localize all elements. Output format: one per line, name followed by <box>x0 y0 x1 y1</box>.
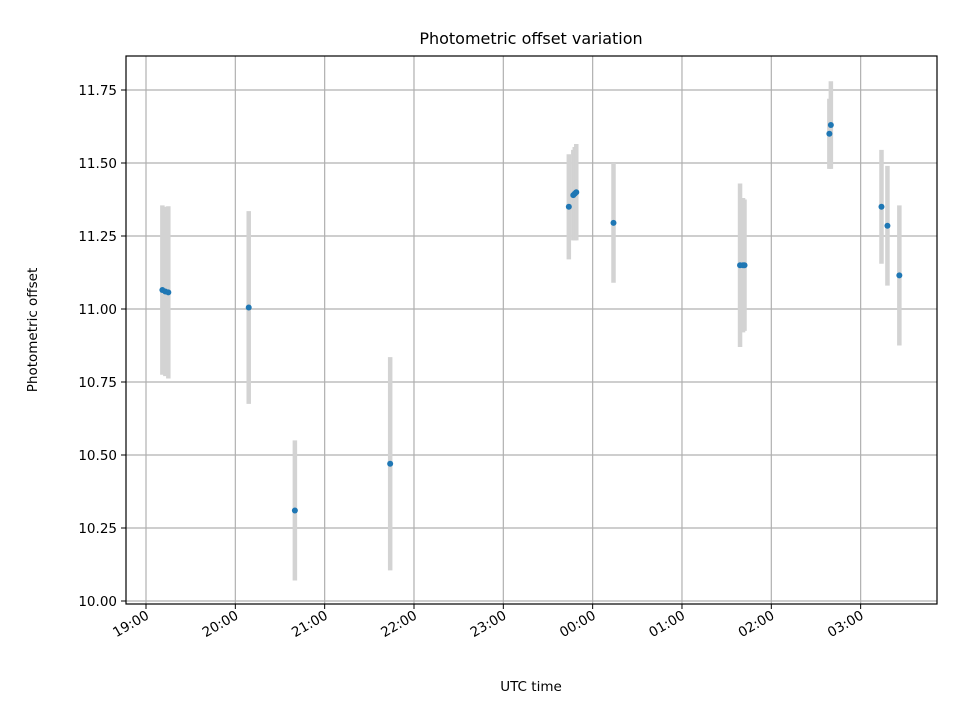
y-axis-label: Photometric offset <box>25 268 41 392</box>
data-point <box>827 122 834 129</box>
y-tick-label: 10.00 <box>78 594 117 610</box>
data-point <box>826 130 833 137</box>
y-tick-label: 11.25 <box>78 229 117 245</box>
data-point <box>610 219 617 226</box>
chart-title: Photometric offset variation <box>419 29 642 48</box>
data-point <box>245 304 252 311</box>
data-point <box>291 507 298 514</box>
data-point <box>565 203 572 210</box>
data-point <box>884 222 891 229</box>
data-points <box>159 122 903 514</box>
y-tick-label: 11.00 <box>78 302 117 318</box>
y-axis-ticks: 10.00 10.25 10.50 10.75 11.00 11.25 11.50 11.75 <box>78 83 126 610</box>
data-point <box>165 289 172 296</box>
y-tick-label: 10.50 <box>78 448 117 464</box>
data-point <box>387 460 394 467</box>
x-axis-label: UTC time <box>500 679 562 695</box>
data-point <box>573 189 580 196</box>
data-point <box>878 203 885 210</box>
data-point <box>896 272 903 279</box>
y-tick-label: 10.75 <box>78 375 117 391</box>
y-tick-label: 10.25 <box>78 521 117 537</box>
grid <box>126 56 937 604</box>
plot-frame <box>125 55 938 605</box>
y-tick-label: 11.75 <box>78 83 117 99</box>
y-tick-label: 11.50 <box>78 156 117 172</box>
data-point <box>741 262 748 269</box>
